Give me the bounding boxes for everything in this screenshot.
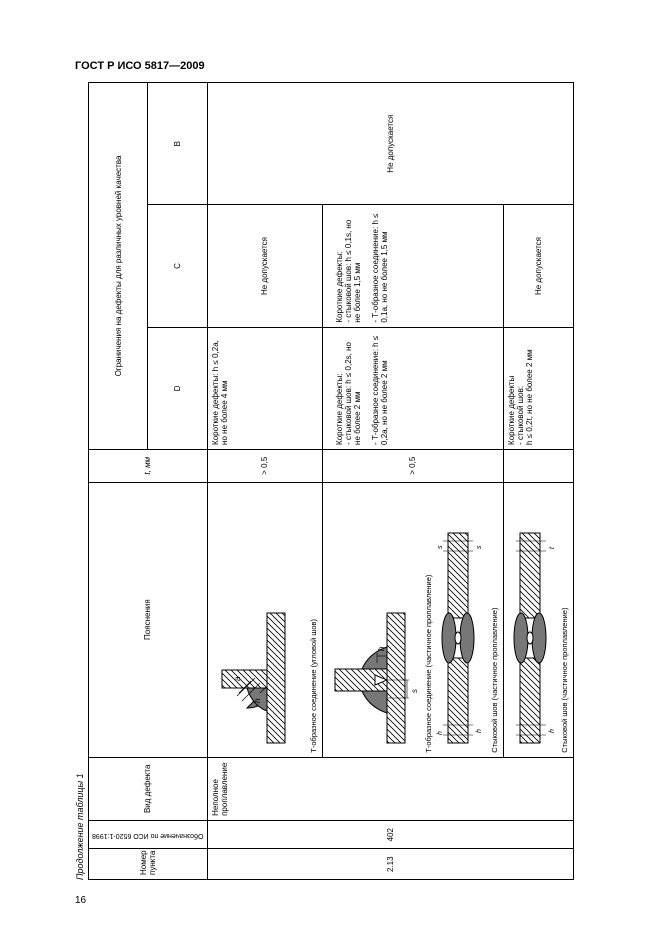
fig1-caption: Т-образное соединение (угловой шов) xyxy=(309,487,318,753)
svg-text:h: h xyxy=(549,729,556,733)
cell-c3: Не допускается xyxy=(503,205,573,327)
page-number: 16 xyxy=(75,895,86,906)
svg-text:h: h xyxy=(377,646,386,651)
cell-c1: Не допускается xyxy=(207,205,322,327)
svg-text:h: h xyxy=(437,731,444,735)
table-container: Продолжение таблицы 1 Номер пункта Обозн… xyxy=(75,80,595,880)
fig3-caption: Стыковой шов (частичное проплавление) xyxy=(490,487,499,753)
cell-t1: > 0,5 xyxy=(207,449,322,482)
svg-text:t: t xyxy=(549,546,556,549)
cell-fig4: h t Стыковой шов (частичное проплавление… xyxy=(503,482,573,757)
doc-header: ГОСТ Р ИСО 5817—2009 xyxy=(75,60,595,72)
cell-d1: Короткие дефекты: h ≤ 0,2a, но не более … xyxy=(207,327,322,449)
header-row: Номер пункта Обозначение по ИСО 6520-1:1… xyxy=(89,83,148,880)
table-row: 2.13 402 Неполное проплавление xyxy=(207,83,322,880)
cell-t3 xyxy=(503,449,573,482)
hdr-iso: Обозначение по ИСО 6520-1:1998 xyxy=(89,820,208,849)
diagram-tjoint-partial: s h xyxy=(327,603,422,753)
hdr-defect: Вид дефекта xyxy=(89,757,208,820)
fig2-caption: Т-образное соединение (частичное проплав… xyxy=(424,487,433,753)
table-caption: Продолжение таблицы 1 xyxy=(75,80,85,880)
svg-text:a: a xyxy=(233,676,242,681)
fig4-caption: Стыковой шов (частичное проплавление) xyxy=(560,487,569,753)
cell-defect: Неполное проплавление xyxy=(207,757,573,820)
cell-d3: Короткие дефекты - стыковой шов: h ≤ 0,2… xyxy=(503,327,573,449)
cell-num: 2.13 xyxy=(207,849,573,880)
cell-fig23: s h Т-образное соединение (частичное про… xyxy=(322,482,503,757)
svg-text:s: s xyxy=(437,545,444,549)
cell-fig1: a h Т-образное соединение (угловой шов) xyxy=(207,482,322,757)
hdr-b: B xyxy=(148,83,207,205)
cell-d2: Короткие дефекты: - стыковой шов: h ≤ 0,… xyxy=(322,327,503,449)
cell-t2: > 0,5 xyxy=(322,449,503,482)
svg-text:s: s xyxy=(410,689,419,693)
hdr-expl: Пояснения xyxy=(89,482,208,757)
hdr-limits: Ограничения на дефекты для различных уро… xyxy=(89,83,148,450)
cell-c2: Короткие дефекты: - стыковой шов: h ≤ 0,… xyxy=(322,205,503,327)
cell-b: Не допускается xyxy=(207,83,573,205)
hdr-t: t, мм xyxy=(89,449,208,482)
diagram-butt-partial-2: h t xyxy=(508,523,558,753)
hdr-num: Номер пункта xyxy=(89,849,208,880)
svg-text:h: h xyxy=(476,729,483,733)
svg-text:h: h xyxy=(253,698,262,703)
diagram-butt-partial-1: h s h s xyxy=(433,523,488,753)
hdr-c: C xyxy=(148,205,207,327)
svg-text:s: s xyxy=(476,545,483,549)
cell-iso: 402 xyxy=(207,820,573,849)
defect-table: Номер пункта Обозначение по ИСО 6520-1:1… xyxy=(88,82,574,880)
diagram-tjoint-fillet: a h xyxy=(212,603,307,753)
hdr-d: D xyxy=(148,327,207,449)
